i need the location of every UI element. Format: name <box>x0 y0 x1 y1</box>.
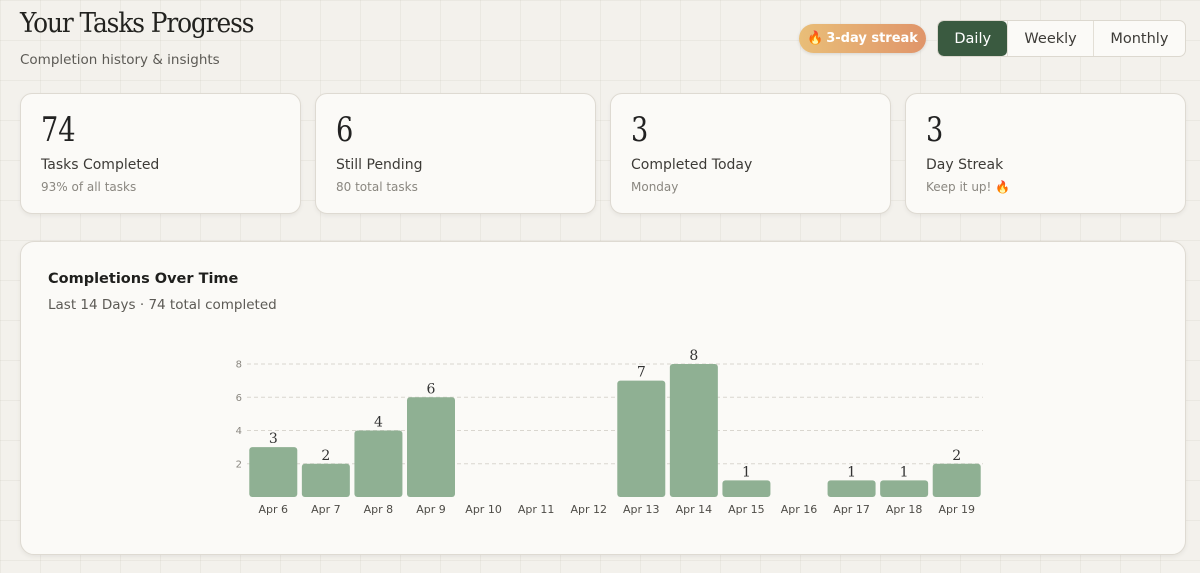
x-tick-label: Apr 7 <box>311 503 341 516</box>
bar <box>407 397 455 497</box>
x-tick-label: Apr 15 <box>728 503 765 516</box>
x-tick-label: Apr 10 <box>465 503 502 516</box>
bar-value-label: 1 <box>900 464 909 480</box>
stat-card-today: 3 Completed Today Monday <box>610 93 891 214</box>
x-tick-label: Apr 6 <box>259 503 289 516</box>
x-tick-label: Apr 12 <box>570 503 607 516</box>
stat-value: 74 <box>41 110 76 150</box>
bar-value-label: 1 <box>742 464 751 480</box>
stat-label: Still Pending <box>336 157 423 173</box>
bar <box>880 480 929 497</box>
bar-value-label: 6 <box>427 381 436 397</box>
stat-sub: Monday <box>631 180 679 194</box>
x-tick-label: Apr 17 <box>833 503 870 516</box>
bar <box>617 380 666 497</box>
bar-value-label: 2 <box>952 448 961 464</box>
fire-icon: 🔥 <box>807 31 824 46</box>
completions-bar-chart: 2 4 6 8 3 Apr 6 2 Apr 7 4 Apr 8 6 Apr 9 Apr 10 Apr 11… <box>236 348 983 516</box>
bar <box>827 480 876 497</box>
streak-badge: 🔥 3-day streak <box>799 24 926 53</box>
y-tick-label: 6 <box>236 393 242 404</box>
stat-label: Tasks Completed <box>41 157 160 173</box>
x-tick-label: Apr 16 <box>781 503 818 516</box>
y-tick-label: 8 <box>236 360 242 371</box>
x-tick-label: Apr 9 <box>416 503 446 516</box>
bar-value-label: 4 <box>374 415 383 431</box>
range-toggle: Daily Weekly Monthly <box>937 20 1186 57</box>
streak-badge-label: 3-day streak <box>826 31 918 46</box>
bar <box>354 430 403 497</box>
x-tick-label: Apr 11 <box>518 503 555 516</box>
x-tick-label: Apr 13 <box>623 503 660 516</box>
bar <box>669 364 718 497</box>
bar-value-label: 8 <box>689 348 698 364</box>
x-tick-label: Apr 19 <box>938 503 975 516</box>
stat-card-streak: 3 Day Streak Keep it up! 🔥 <box>905 93 1186 214</box>
bar <box>249 447 298 497</box>
stat-value: 6 <box>336 110 354 150</box>
tab-weekly[interactable]: Weekly <box>1007 21 1092 56</box>
bar-value-label: 1 <box>847 464 856 480</box>
bar-value-label: 3 <box>269 431 278 447</box>
completions-chart-panel: Completions Over Time Last 14 Days · 74 … <box>20 241 1186 555</box>
tab-monthly[interactable]: Monthly <box>1092 21 1185 56</box>
stat-sub: 93% of all tasks <box>41 180 137 194</box>
bar-value-label: 2 <box>321 448 330 464</box>
stat-label: Day Streak <box>926 157 1004 173</box>
stat-sub: Keep it up! 🔥 <box>926 180 1011 194</box>
bar <box>722 480 771 497</box>
chart-title: Completions Over Time <box>48 271 239 287</box>
y-tick-label: 2 <box>236 459 242 470</box>
bar <box>932 463 981 497</box>
stat-value: 3 <box>631 110 649 150</box>
y-tick-label: 4 <box>236 426 242 437</box>
page-title: Your Tasks Progress <box>20 8 254 39</box>
bar <box>301 463 350 497</box>
x-tick-label: Apr 18 <box>886 503 923 516</box>
bar-value-label: 7 <box>637 365 646 381</box>
stat-value: 3 <box>926 110 944 150</box>
page-subtitle: Completion history & insights <box>20 52 220 68</box>
stat-label: Completed Today <box>631 157 753 173</box>
stat-card-completed: 74 Tasks Completed 93% of all tasks <box>20 93 301 214</box>
chart-subtitle: Last 14 Days · 74 total completed <box>48 297 277 313</box>
stat-sub: 80 total tasks <box>336 180 418 194</box>
x-tick-label: Apr 14 <box>676 503 713 516</box>
x-tick-label: Apr 8 <box>364 503 394 516</box>
tab-daily[interactable]: Daily <box>938 21 1008 56</box>
stat-card-pending: 6 Still Pending 80 total tasks <box>315 93 596 214</box>
